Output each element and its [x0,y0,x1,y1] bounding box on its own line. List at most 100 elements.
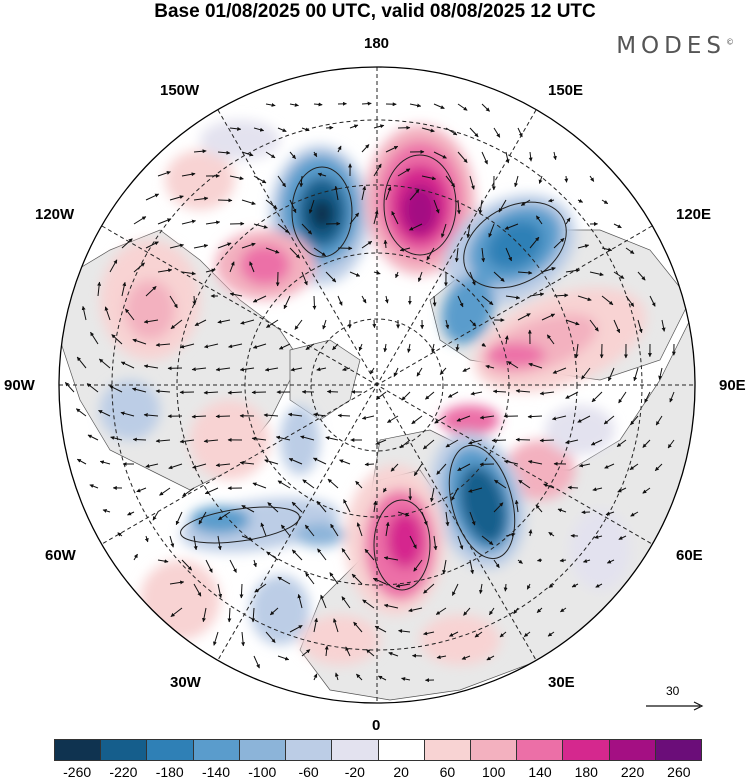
wind-vector [565,319,580,326]
wind-vector [505,295,521,300]
wind-vector [98,358,111,369]
wind-vector [577,415,591,423]
wind-vector [493,502,504,513]
wind-vector [175,511,183,526]
wind-vector [421,511,428,526]
wind-vector [421,127,435,133]
wind-vector [539,391,555,396]
colorbar-tick-label: 100 [482,764,506,780]
wind-vector [104,306,111,321]
wind-vector [193,149,207,154]
wind-vector [514,499,519,513]
wind-vector [169,580,185,585]
wind-vector [155,389,171,394]
wind-vector [649,295,656,307]
wind-vector [181,559,193,571]
wind-vector [515,389,531,394]
colorbar-swatch [378,740,425,760]
wind-vector [601,295,614,306]
wind-vector [121,238,133,249]
wind-vector [439,367,447,375]
wind-vector [229,559,237,573]
wind-vector [361,240,373,249]
wind-vector [275,435,291,441]
wind-vector [479,415,495,420]
wind-vector [393,367,399,377]
wind-vector [565,268,581,273]
wind-vector [342,367,351,372]
wind-vector [488,223,495,238]
wind-vector [241,631,246,647]
wind-vector [385,521,390,537]
wind-vector [517,270,533,275]
wind-vector [263,413,279,418]
wind-vector [283,295,291,310]
wind-vector [469,511,476,526]
wind-vector [229,292,243,297]
wind-vector [205,220,221,225]
wind-vector [361,144,370,153]
wind-vector [493,559,500,569]
wind-vector [605,511,615,516]
wind-vector [89,484,99,489]
wind-vector [322,319,327,330]
colorbar-swatch [470,740,518,760]
wind-vector [552,151,557,161]
wind-vector [355,480,363,489]
wind-vector [493,271,505,282]
wind-vector [329,572,339,585]
wind-vector [265,199,278,210]
wind-vector [301,127,310,132]
wind-vector [132,387,147,393]
wind-vector [373,500,378,513]
wind-vector [455,343,460,352]
wind-vector [339,459,351,465]
wind-vector [388,651,399,657]
colorbar-swatch [609,740,656,760]
wind-vector [317,172,327,177]
wind-vector [474,631,483,638]
wind-vector [333,618,339,633]
wind-vector [520,199,531,206]
wind-vector [457,463,471,472]
wind-vector [157,170,171,177]
wind-vector [565,439,579,445]
wind-vector [332,343,339,351]
wind-vector [227,607,232,623]
wind-vector [436,655,447,660]
wind-vector [505,247,512,262]
wind-vector [613,223,622,229]
wind-vector [217,583,223,599]
wind-vector [349,271,361,277]
wind-vector [644,391,651,403]
wind-vector [305,343,315,351]
colorbar-swatch [424,740,471,760]
wind-vector [416,367,423,377]
wind-vector [269,607,279,616]
wind-vector [457,535,464,550]
lon-label-180: 180 [364,35,390,52]
wind-vector [548,583,555,588]
wind-vector [334,185,339,201]
wind-vector [445,439,459,448]
wind-vector [504,335,509,345]
wind-vector [633,367,639,382]
lon-label-90e: 90E [719,377,746,394]
wind-vector [383,239,388,249]
wind-vector [577,198,584,203]
wind-vector [99,460,111,465]
wind-vector [456,199,461,215]
wind-vector [241,151,254,157]
wind-vector [297,594,303,609]
wind-vector [301,223,313,235]
wind-vector [481,151,488,165]
wind-vector [504,223,519,230]
wind-vector [278,343,291,350]
wind-vector [535,215,543,225]
colorbar-tick-label: -140 [201,764,231,780]
wind-vector [457,103,468,111]
colorbar-tick-label: -220 [109,764,138,780]
wind-vector [589,319,599,332]
wind-vector [591,391,603,403]
wind-vector [193,196,209,201]
